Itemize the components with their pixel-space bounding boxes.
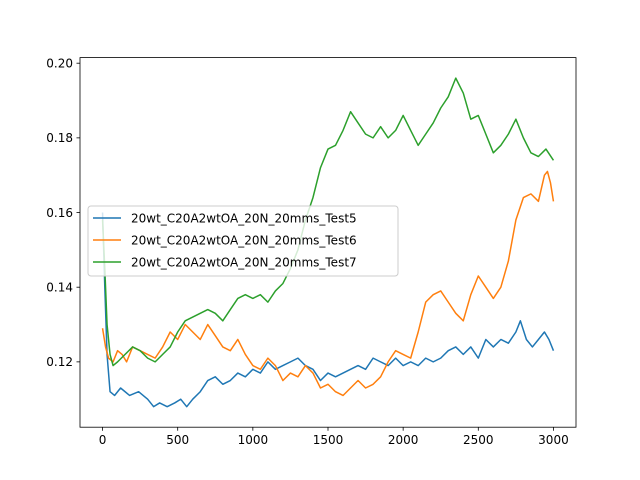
y-tick-label: 0.18 — [46, 131, 73, 145]
legend-box — [87, 205, 399, 277]
x-tick-label: 1500 — [313, 433, 344, 447]
legend-label: 20wt_C20A2wtOA_20N_20mms_Test5 — [131, 212, 357, 226]
y-tick-label: 0.20 — [46, 57, 73, 71]
legend-label: 20wt_C20A2wtOA_20N_20mms_Test7 — [131, 256, 357, 270]
y-tick-label: 0.12 — [46, 355, 73, 369]
x-axis: 0 500 1000 1500 2000 2500 3000 — [99, 427, 569, 447]
x-tick-label: 2500 — [463, 433, 494, 447]
x-tick-label: 3000 — [538, 433, 569, 447]
series-line-test7 — [101, 77, 555, 367]
series-line-test5 — [101, 212, 555, 408]
plot-lines — [101, 77, 555, 408]
y-axis: 0.12 0.14 0.16 0.18 0.20 — [46, 57, 80, 369]
y-tick-label: 0.16 — [46, 206, 73, 220]
legend: 20wt_C20A2wtOA_20N_20mms_Test5 20wt_C20A2… — [87, 205, 399, 277]
x-tick-label: 500 — [166, 433, 189, 447]
y-tick-label: 0.14 — [46, 281, 73, 295]
x-tick-label: 0 — [99, 433, 107, 447]
legend-label: 20wt_C20A2wtOA_20N_20mms_Test6 — [131, 234, 357, 248]
series-line-test6 — [101, 170, 555, 397]
x-tick-label: 1000 — [238, 433, 269, 447]
x-tick-label: 2000 — [388, 433, 419, 447]
